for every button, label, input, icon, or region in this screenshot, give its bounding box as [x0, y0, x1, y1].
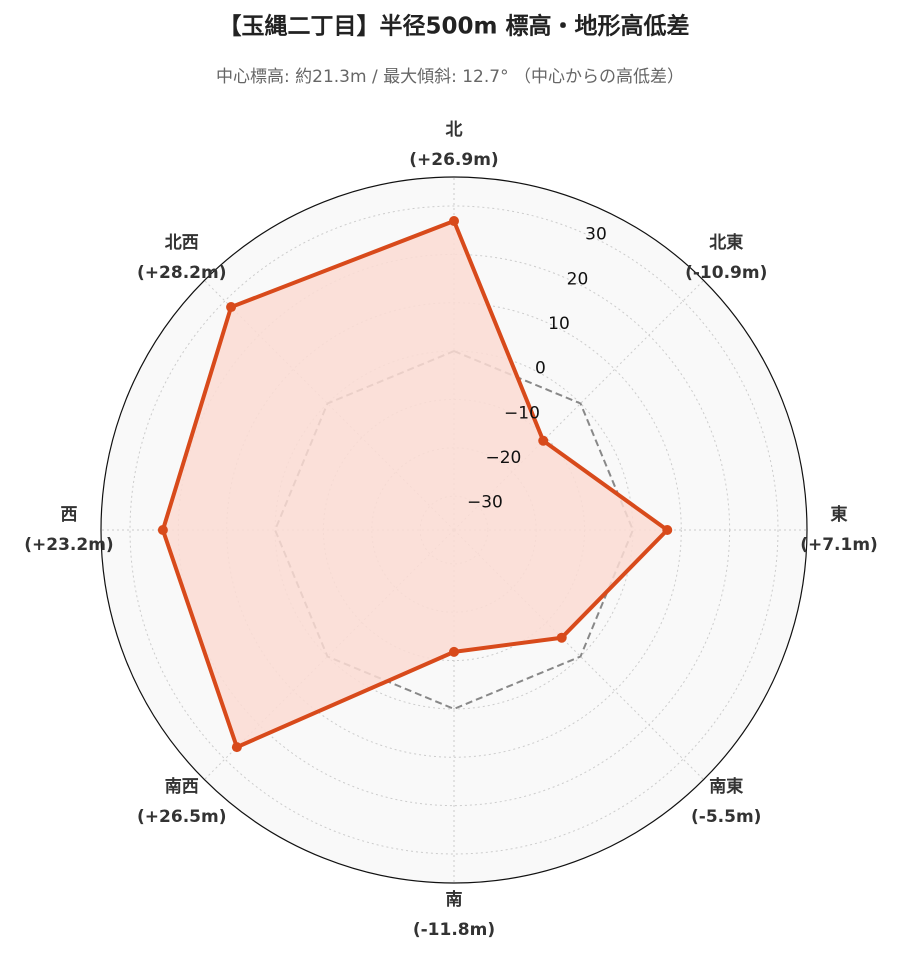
value-label: (+26.5m) [137, 807, 226, 827]
value-label: (+28.2m) [137, 263, 226, 283]
r-tick-label: −30 [467, 493, 503, 513]
category-label: 南 [446, 889, 463, 910]
r-tick-label: 0 [535, 359, 546, 379]
r-tick-label: 20 [567, 269, 589, 289]
chart-subtitle: 中心標高: 約21.3m / 最大傾斜: 12.7° （中心からの高低差） [216, 67, 684, 87]
value-label: (+7.1m) [800, 535, 878, 555]
category-label: 北西 [165, 233, 199, 253]
value-label: (-5.5m) [691, 807, 761, 827]
category-label: 東 [831, 504, 848, 525]
data-point [449, 646, 459, 657]
data-point [449, 216, 459, 227]
data-area [162, 221, 668, 748]
data-point [231, 742, 242, 753]
r-tick-label: −20 [486, 448, 522, 468]
r-tick-label: −10 [504, 403, 540, 423]
category-label: 南西 [165, 776, 199, 797]
r-tick-label: 10 [548, 314, 570, 334]
data-point [157, 525, 168, 535]
spoke [453, 280, 704, 531]
value-label: (+23.2m) [24, 535, 113, 555]
value-label: (-10.9m) [685, 263, 767, 283]
data-point [662, 525, 673, 535]
category-label: 北東 [709, 232, 743, 253]
spoke [453, 529, 704, 780]
category-label: 西 [61, 505, 78, 525]
grid-circle [129, 205, 779, 855]
data-point [226, 302, 237, 313]
data-point [538, 435, 549, 446]
category-label: 北 [446, 120, 463, 140]
value-label: (+26.9m) [409, 150, 498, 170]
plot-border [100, 176, 808, 884]
r-tick-label: 30 [585, 225, 607, 245]
category-label: 南東 [709, 776, 743, 797]
baseline [273, 349, 635, 711]
data-point [556, 632, 567, 643]
value-label: (-11.8m) [413, 920, 495, 940]
chart-title: 【玉縄二丁目】半径500m 標高・地形高低差 [219, 13, 690, 40]
